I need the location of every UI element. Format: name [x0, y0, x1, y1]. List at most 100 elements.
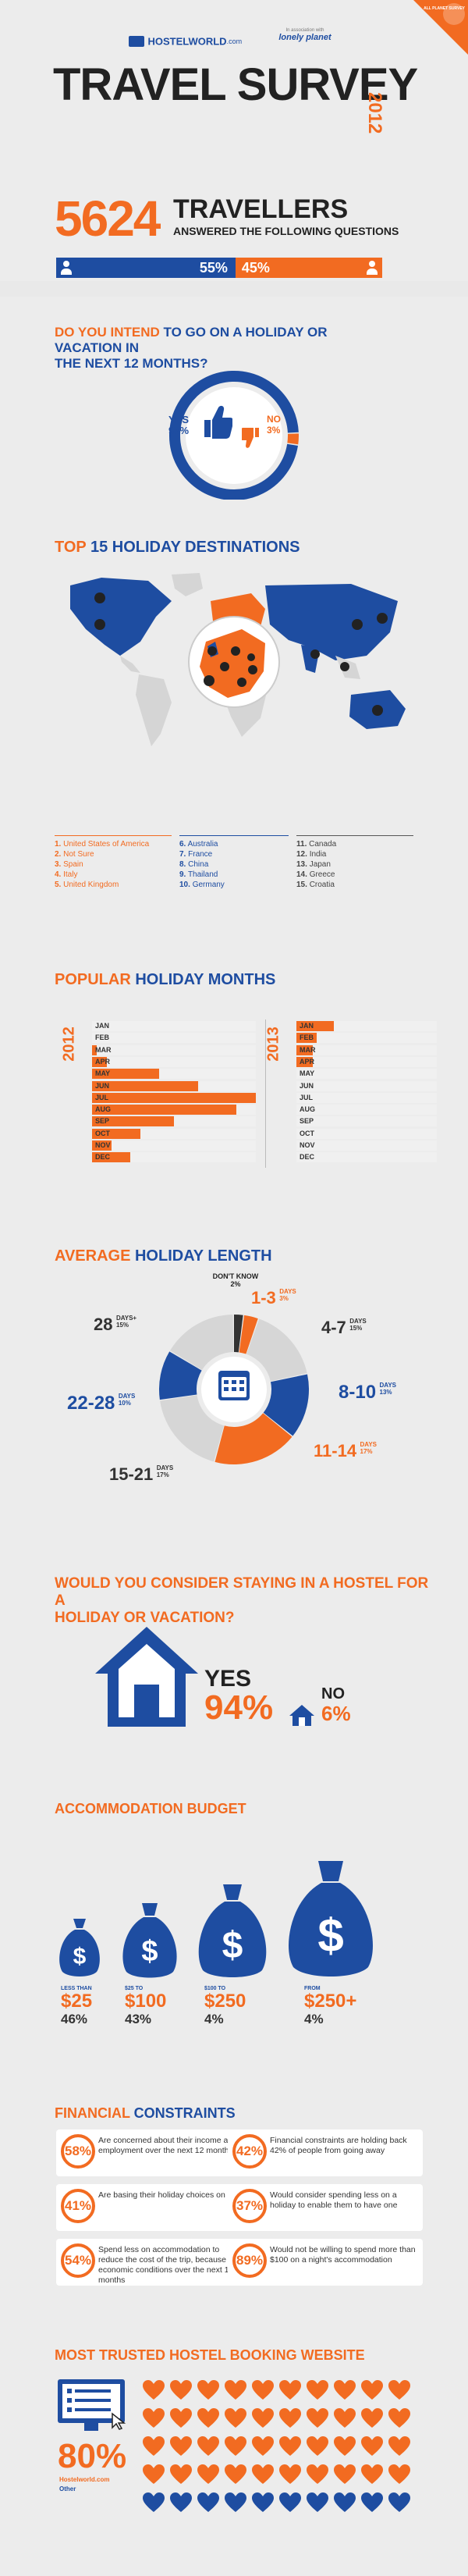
month-row: JUL: [92, 1092, 256, 1103]
constraint-item-4: 37% Would consider spending less on a ho…: [228, 2184, 423, 2231]
month-row: SEP: [92, 1116, 256, 1127]
hostel-yes-label: YES: [204, 1666, 252, 1692]
heart-icon: [334, 2380, 356, 2400]
svg-text:$: $: [317, 1909, 343, 1962]
length-slice: [214, 1413, 292, 1464]
legend-col-2: 6. Australia 7. France 8. China 9. Thail…: [179, 835, 289, 890]
constraint-text: Are basing their holiday choices on pric…: [98, 2190, 246, 2200]
money-bag-icon-2: $: [122, 1903, 177, 1978]
budget-pct: 43%: [125, 2012, 152, 2026]
length-slice: [160, 1395, 225, 1462]
month-bar: [92, 1080, 198, 1091]
intend-donut: [169, 371, 299, 500]
month-label: JUN: [95, 1081, 110, 1090]
traveller-count: 5624: [55, 190, 161, 247]
hostel-section: WOULD YOU CONSIDER STAYING IN A HOSTEL F…: [0, 1530, 468, 1772]
logo-icon: [129, 35, 144, 47]
budget-value: $100: [125, 1991, 167, 2012]
length-slice: [246, 1318, 307, 1382]
budget-item-3: $100 TO $250 4%: [204, 1986, 275, 2027]
calendar-icon: [218, 1371, 250, 1400]
year-label-2013: 2013: [264, 1026, 282, 1062]
intend-no-pct: 3%: [267, 425, 281, 436]
month-bar: [92, 1152, 131, 1163]
heart-icon: [197, 2436, 219, 2456]
months-section: POPULAR HOLIDAY MONTHS 2012 2013 JAN FEB M…: [0, 937, 468, 1218]
map-markers: [94, 592, 388, 716]
intend-yes-pct: 97%: [168, 425, 190, 436]
heart-icon: [143, 2436, 165, 2456]
heart-icon: [170, 2492, 192, 2512]
budget-pct: 4%: [304, 2012, 324, 2026]
months-chart-2013: JAN FEB MAR APR MAY JUN JUL AUG SEP OCT NOV DEC: [296, 1021, 452, 1165]
heart-icon: [143, 2464, 165, 2484]
money-bag-icon-1: $: [59, 1919, 100, 1976]
trusted-title: MOST TRUSTED HOSTEL BOOKING WEBSITE: [55, 2347, 365, 2363]
constraint-text: Financial constraints are holding back 4…: [270, 2136, 407, 2155]
heart-icon: [388, 2464, 410, 2484]
month-label: JUL: [95, 1093, 109, 1101]
label-1-3: 1-3 DAYS 3%: [251, 1288, 296, 1308]
month-bar: [296, 1056, 314, 1067]
month-bar: [92, 1128, 140, 1139]
month-row: MAR: [92, 1044, 256, 1055]
heart-icon: [388, 2492, 410, 2512]
budget-item-4: FROM $250+ 4%: [304, 1986, 382, 2027]
heart-icon: [388, 2380, 410, 2400]
marker-10: [231, 646, 240, 656]
cursor-icon: [112, 2412, 126, 2430]
heart-icon: [143, 2380, 165, 2400]
destinations-title: TOP 15 HOLIDAY DESTINATIONS: [55, 539, 300, 556]
month-row: SEP: [296, 1116, 437, 1127]
month-row: NOV: [296, 1140, 437, 1151]
legend-item: 6. Australia: [179, 840, 218, 849]
month-bar: [92, 1140, 112, 1151]
brand-suffix: .com: [226, 37, 243, 45]
heart-icon: [252, 2408, 274, 2428]
month-row: APR: [92, 1056, 256, 1067]
legend-item: 4. Italy: [55, 870, 78, 879]
month-row: JUL: [296, 1092, 437, 1103]
constraint-item-1: 58% Are concerned about their income and…: [56, 2129, 251, 2176]
label-11-14: 11-14 DAYS 17%: [314, 1441, 378, 1461]
partner-prefix: In association with: [285, 28, 324, 33]
legend-item: 2. Not Sure: [55, 850, 94, 859]
legend-item: 14. Greece: [296, 870, 335, 879]
length-slice: [239, 1315, 258, 1354]
month-bar: [92, 1116, 174, 1127]
month-bar: [296, 1021, 334, 1031]
month-bar: [92, 1044, 98, 1055]
travellers-label: TRAVELLERS: [173, 194, 349, 224]
hearts-grid: [142, 2379, 415, 2520]
length-donut: [159, 1315, 309, 1464]
donut-center: [186, 387, 282, 484]
map-india: [301, 645, 320, 673]
marker-1: [94, 619, 105, 630]
length-slice: [263, 1374, 309, 1436]
label-22-28: 22-28 DAYS 10%: [67, 1393, 136, 1414]
month-row: MAY: [92, 1069, 256, 1080]
heart-icon: [143, 2492, 165, 2512]
heart-icon: [307, 2464, 328, 2484]
heart-icon: [252, 2436, 274, 2456]
month-label: SEP: [95, 1117, 110, 1126]
map-north-america: [70, 578, 172, 656]
label-dont-know: DON'T KNOW 2%: [212, 1272, 259, 1288]
heart-icon: [307, 2380, 328, 2400]
hostel-question: WOULD YOU CONSIDER STAYING IN A HOSTEL F…: [55, 1575, 429, 1626]
constraint-pct: 37%: [232, 2189, 267, 2223]
heart-icon: [225, 2464, 246, 2484]
constraints-section: FINANCIAL CONSTRAINTS 58% Are concerned …: [0, 2069, 468, 2311]
header-section: HOSTELWORLD.com In association with lone…: [0, 0, 468, 141]
heart-icon: [170, 2408, 192, 2428]
svg-text:$: $: [141, 1935, 158, 1968]
thumbs-up-icon: [204, 405, 232, 439]
heart-icon: [361, 2436, 383, 2456]
budget-item-2: $25 TO $100 43%: [125, 1986, 195, 2027]
heart-icon: [361, 2492, 383, 2512]
heart-icon: [252, 2492, 274, 2512]
legend-item: 9. Thailand: [179, 870, 218, 879]
constraint-item-5: 54% Spend less on accommodation to reduc…: [56, 2239, 251, 2286]
length-title: AVERAGE HOLIDAY LENGTH: [55, 1247, 272, 1265]
legend-item: 7. France: [179, 850, 213, 859]
